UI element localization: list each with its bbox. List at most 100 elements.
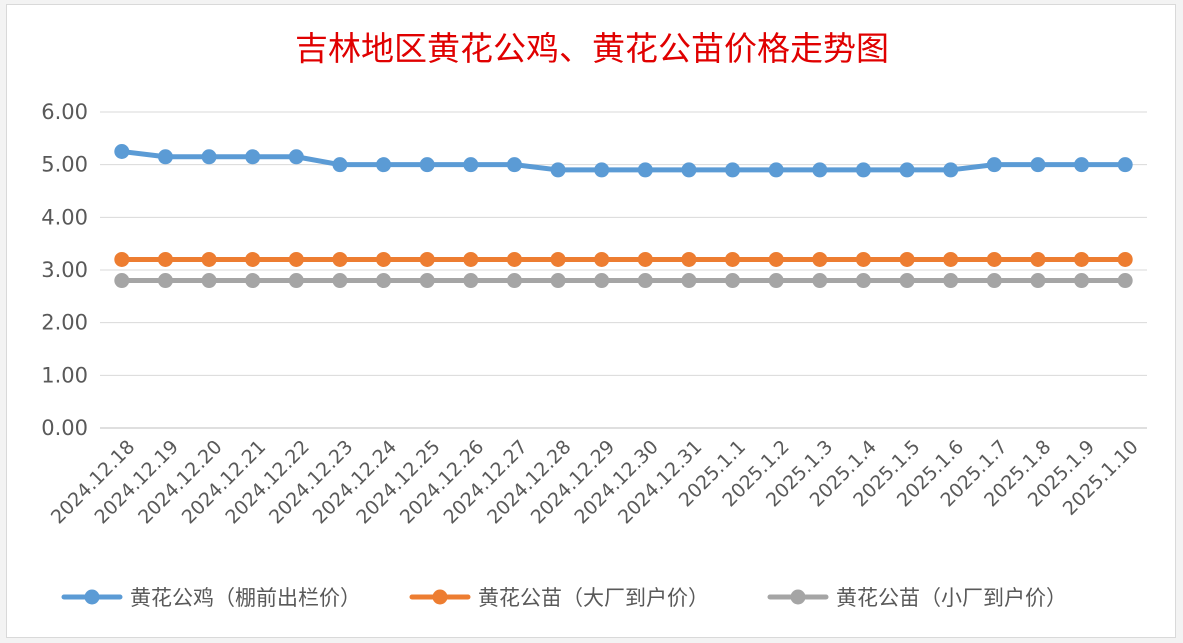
data-point [419,157,435,173]
legend-label: 黄花公苗（大厂到户价） [478,586,709,610]
data-point [550,162,566,178]
legend-marker [84,589,100,605]
data-point [463,273,479,289]
data-point [986,251,1002,267]
data-point [681,251,697,267]
data-point [1030,273,1046,289]
data-point [899,251,915,267]
data-point [1074,157,1090,173]
legend-marker [790,589,806,605]
data-point [637,251,653,267]
legend-label: 黄花公鸡（棚前出栏价） [130,586,361,610]
data-point [376,273,392,289]
data-point [986,273,1002,289]
data-point [245,149,261,165]
data-point [114,251,130,267]
chart-area [6,4,1176,638]
data-point [594,251,610,267]
data-point [419,251,435,267]
y-tick-label: 0.00 [41,416,88,440]
data-point [1117,273,1133,289]
data-point [550,251,566,267]
data-point [681,273,697,289]
data-point [376,157,392,173]
data-point [157,273,173,289]
data-point [506,273,522,289]
data-point [594,273,610,289]
data-point [637,162,653,178]
legend-marker [432,589,448,605]
data-point [768,251,784,267]
gridlines [100,111,1147,429]
data-point [201,251,217,267]
legend-item-1: 黄花公鸡（棚前出栏价） [61,586,361,610]
data-point [114,144,130,159]
x-axis-ticks: 2024.12.182024.12.192024.12.202024.12.21… [47,436,1143,528]
data-point [114,273,130,289]
data-point [725,273,741,289]
data-point [1030,157,1046,173]
data-point [855,251,871,267]
data-point [1117,251,1133,267]
data-point [1117,157,1133,173]
legend-item-2: 黄花公苗（大厂到户价） [409,586,709,610]
series-line [119,149,1128,173]
data-point [855,162,871,178]
y-tick-label: 4.00 [41,205,88,229]
data-point [376,251,392,267]
series-3 [114,273,1133,289]
data-point [812,251,828,267]
data-point [288,251,304,267]
data-point [986,157,1002,173]
series-1 [114,144,1133,178]
data-point [201,273,217,289]
y-tick-label: 5.00 [41,153,88,177]
data-point [943,273,959,289]
data-point [419,273,435,289]
data-point [157,251,173,267]
data-point [332,251,348,267]
y-tick-label: 6.00 [41,100,88,124]
data-point [201,149,217,165]
legend-label: 黄花公苗（小厂到户价） [836,586,1067,610]
data-point [245,251,261,267]
y-tick-label: 3.00 [41,258,88,282]
data-point [506,157,522,173]
data-point [812,162,828,178]
data-point [637,273,653,289]
legend-item-3: 黄花公苗（小厂到户价） [767,586,1067,610]
data-point [463,157,479,173]
y-axis-ticks: 0.00 1.00 2.00 3.00 4.00 5.00 6.00 [41,100,88,440]
data-point [855,273,871,289]
data-point [506,251,522,267]
data-point [899,162,915,178]
data-point [594,162,610,178]
data-point [812,273,828,289]
data-point [332,273,348,289]
data-point [725,251,741,267]
data-point [725,162,741,178]
data-point [768,273,784,289]
data-point [157,149,173,165]
data-point [463,251,479,267]
data-point [550,273,566,289]
data-point [1074,273,1090,289]
data-point [943,162,959,178]
y-tick-label: 1.00 [41,363,88,387]
data-point [1074,251,1090,267]
data-point [245,273,261,289]
data-point [332,157,348,173]
data-point [899,273,915,289]
legend: 黄花公鸡（棚前出栏价） 黄花公苗（大厂到户价） 黄花公苗（小厂到户价） [61,586,1067,610]
series-group [114,144,1133,289]
data-point [288,149,304,165]
y-tick-label: 2.00 [41,311,88,335]
data-point [288,273,304,289]
data-point [768,162,784,178]
data-point [943,251,959,267]
chart-title: 吉林地区黄花公鸡、黄花公苗价格走势图 [295,29,889,68]
data-point [681,162,697,178]
series-2 [114,251,1133,267]
data-point [1030,251,1046,267]
